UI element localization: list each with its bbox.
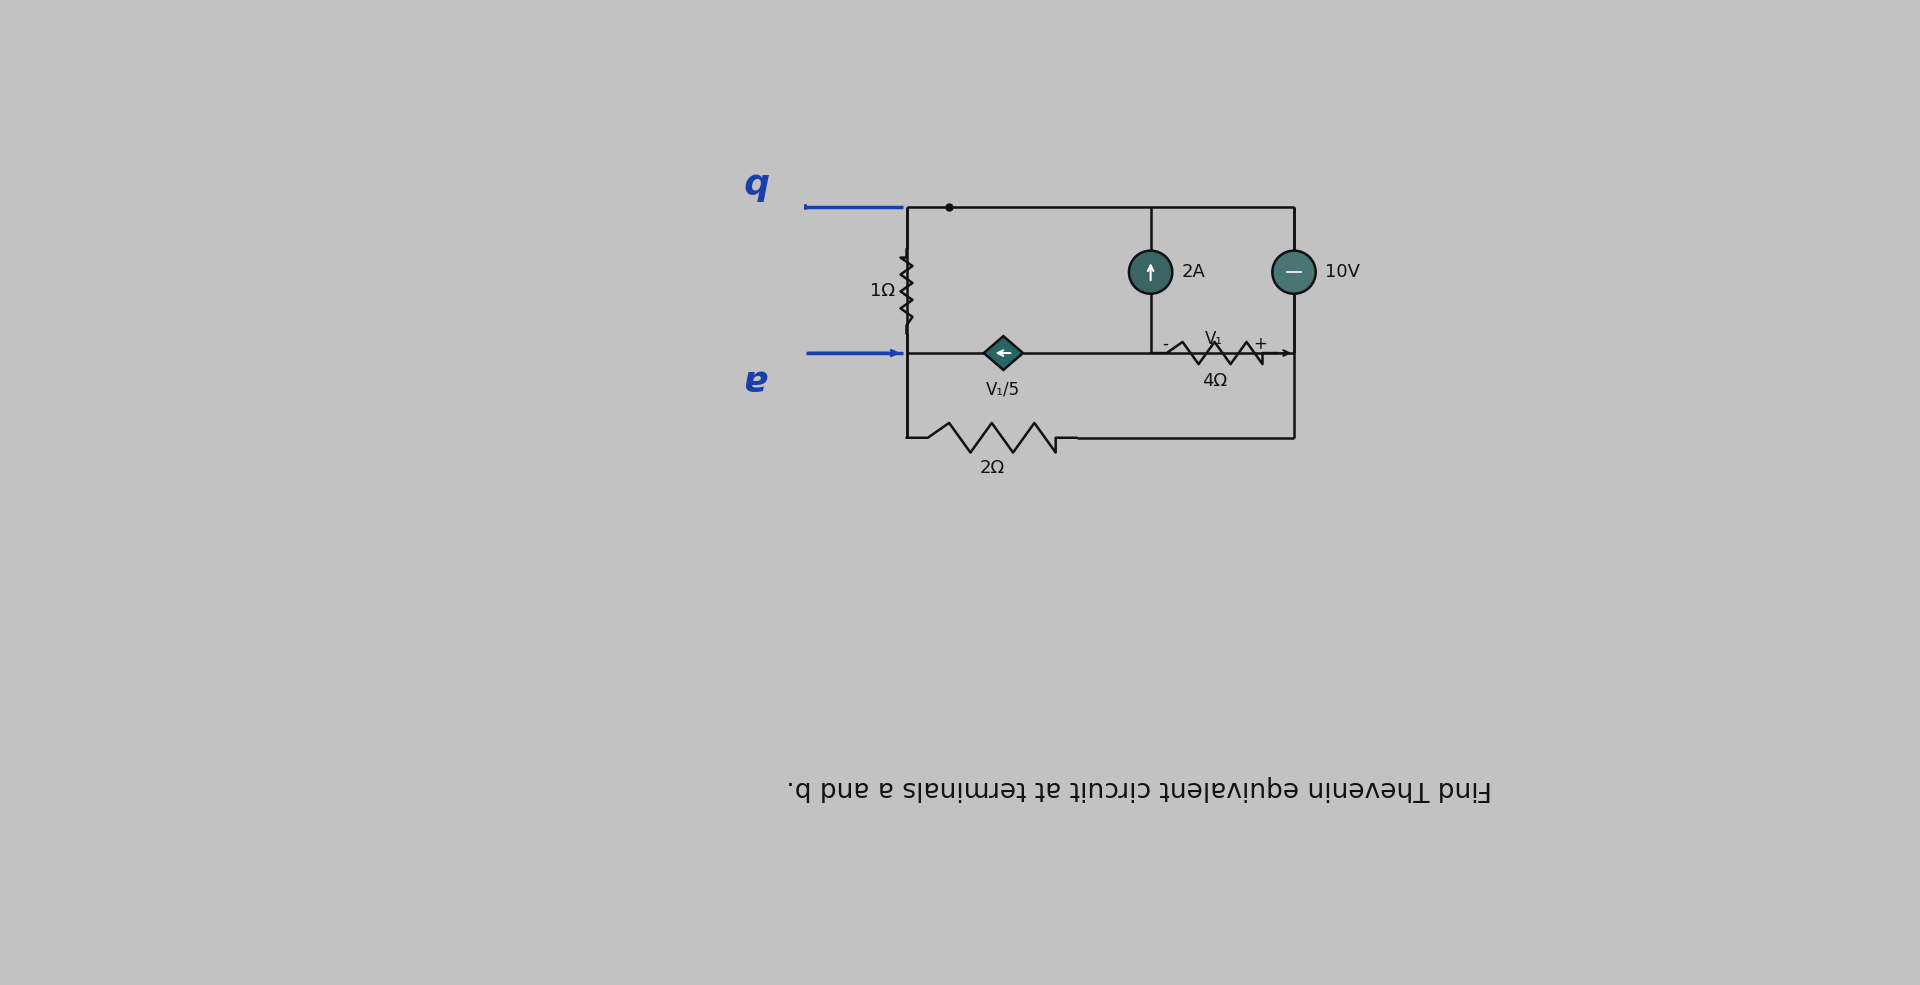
Text: +: +: [1254, 335, 1267, 353]
Text: V₁/5: V₁/5: [987, 380, 1020, 398]
Text: V₁: V₁: [1206, 330, 1223, 348]
Circle shape: [1129, 250, 1173, 294]
Text: 1Ω: 1Ω: [870, 283, 895, 300]
Text: 10V: 10V: [1325, 263, 1359, 281]
Text: 2Ω: 2Ω: [979, 459, 1004, 478]
Text: 4Ω: 4Ω: [1202, 372, 1227, 390]
Polygon shape: [983, 336, 1023, 370]
Text: 2A: 2A: [1181, 263, 1206, 281]
Text: b: b: [743, 166, 768, 201]
Text: a: a: [743, 363, 768, 397]
Circle shape: [1273, 250, 1315, 294]
Text: Find Thevenin equivalent circuit at terminals a and b.: Find Thevenin equivalent circuit at term…: [785, 775, 1492, 801]
Text: -: -: [1162, 335, 1167, 353]
